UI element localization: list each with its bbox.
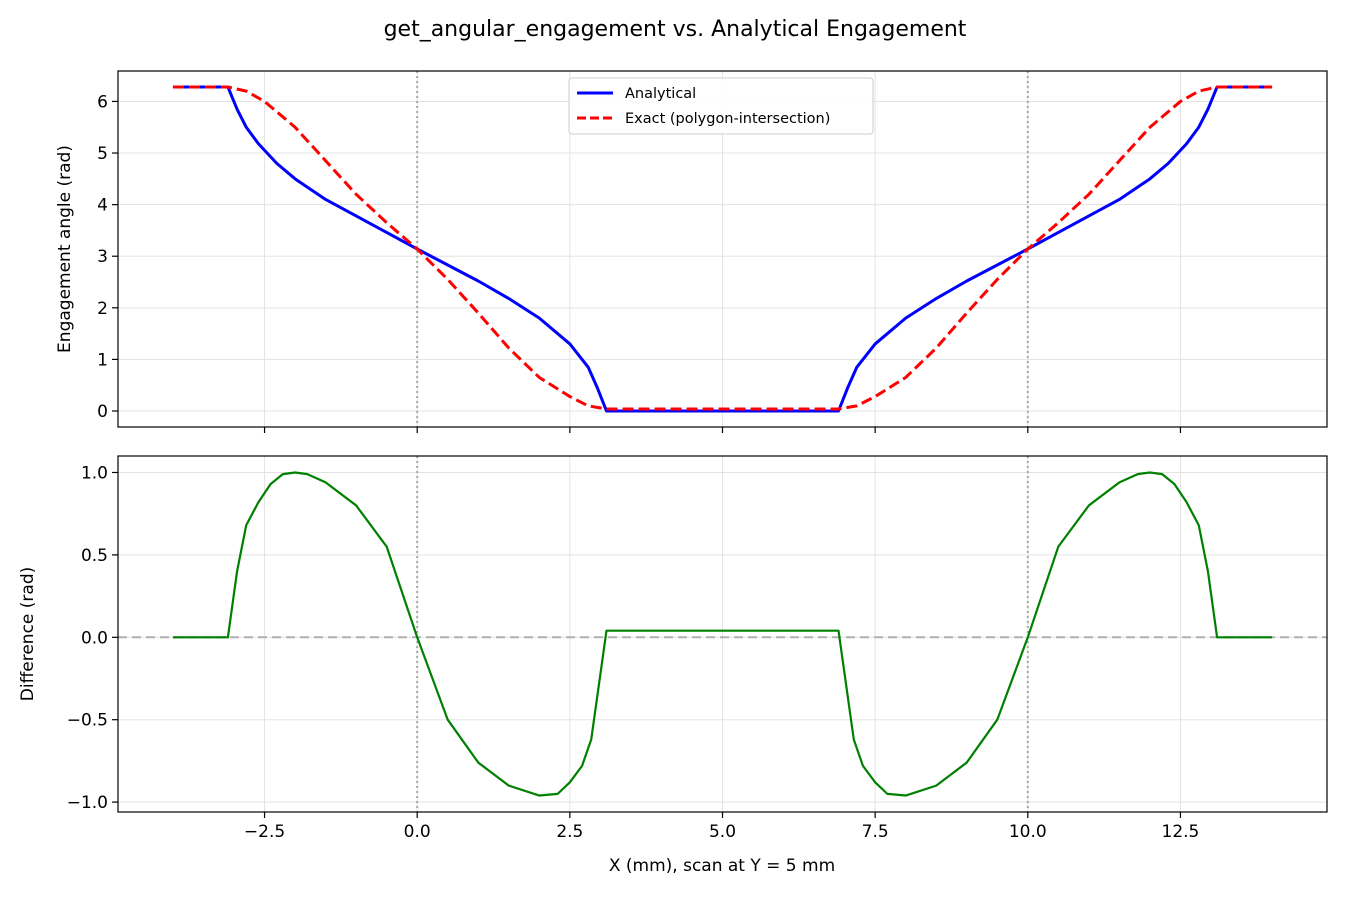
legend-label: Analytical — [625, 86, 696, 102]
y-tick-label: 1.0 — [81, 463, 108, 483]
y-ticks: 0 1 2 3 4 5 6 — [97, 92, 118, 422]
y-tick-label: −0.5 — [67, 711, 108, 731]
y-axis-label: Engagement angle (rad) — [55, 145, 75, 353]
x-tick-label: 2.5 — [556, 822, 583, 842]
grid-lines — [118, 456, 1327, 812]
x-ticks: −2.5 0.0 2.5 5.0 7.5 10.0 12.5 — [244, 812, 1199, 842]
y-tick-label: 0.0 — [81, 628, 108, 648]
legend-label: Exact (polygon-intersection) — [625, 111, 830, 127]
series-lines — [172, 471, 1273, 797]
y-tick-label: 2 — [97, 299, 108, 319]
reference-lines — [416, 71, 1029, 427]
series-line-1 — [172, 85, 1273, 411]
series-line-0 — [172, 471, 1273, 797]
y-ticks: −1.0 −0.5 0.0 0.5 1.0 — [67, 463, 118, 813]
x-axis-label: X (mm), scan at Y = 5 mm — [609, 856, 835, 876]
x-tick-label: 10.0 — [1009, 822, 1047, 842]
y-tick-label: 4 — [97, 196, 108, 216]
y-tick-label: 0 — [97, 402, 108, 422]
x-tick-label: 12.5 — [1162, 822, 1200, 842]
engagement-angle-panel: 0 1 2 3 4 5 6 Engagement angle (rad) Analytica… — [55, 70, 1328, 433]
y-tick-label: 1 — [97, 350, 108, 370]
series-line-0 — [172, 85, 1273, 413]
y-tick-label: −1.0 — [67, 793, 108, 813]
x-tick-label: 7.5 — [862, 822, 889, 842]
y-tick-label: 5 — [97, 144, 108, 164]
difference-panel: −2.5 0.0 2.5 5.0 7.5 10.0 12.5 −1.0 −0.5 0.0 0.5 1… — [18, 455, 1328, 842]
x-tick-label: 5.0 — [709, 822, 736, 842]
x-tick-label: −2.5 — [244, 822, 285, 842]
figure-title: get_angular_engagement vs. Analytical En… — [384, 17, 967, 42]
y-axis-label: Difference (rad) — [18, 567, 38, 702]
legend: Analytical Exact (polygon-intersection) — [568, 77, 874, 135]
y-tick-label: 6 — [97, 92, 108, 112]
legend-box — [568, 77, 874, 135]
reference-lines — [118, 456, 1327, 812]
x-ticks — [263, 427, 1182, 433]
series-lines — [172, 85, 1273, 413]
y-tick-label: 0.5 — [81, 546, 108, 566]
y-tick-label: 3 — [97, 247, 108, 267]
x-tick-label: 0.0 — [404, 822, 431, 842]
